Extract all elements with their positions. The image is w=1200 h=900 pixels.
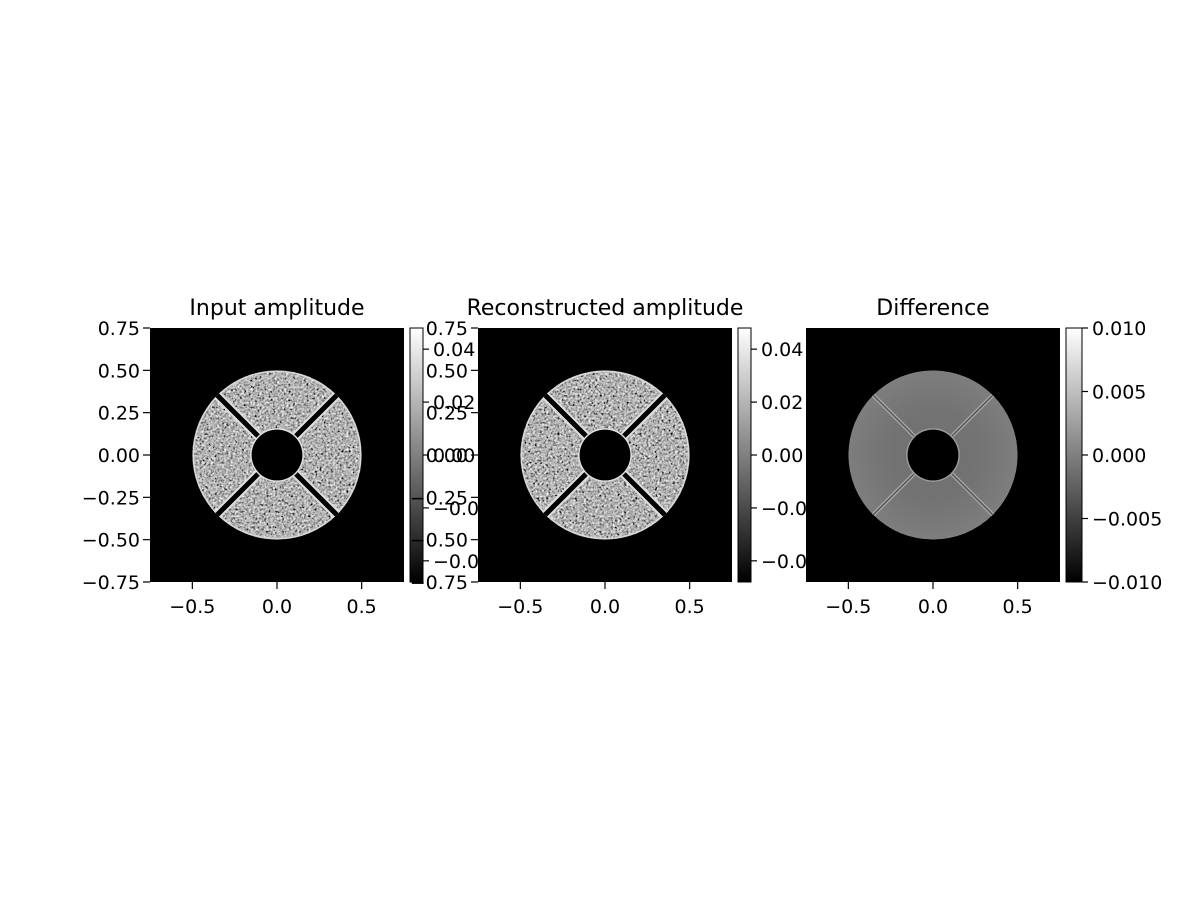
y-tick-label: 0.25	[426, 403, 468, 425]
colorbar	[737, 327, 752, 583]
colorbar-tick-label: 0.005	[1092, 382, 1146, 404]
colorbar-tick-label: −0.04	[761, 551, 819, 573]
aperture-edge	[520, 370, 690, 540]
colorbar-tick-label: 0.04	[761, 339, 803, 361]
y-tick-label: −0.50	[410, 530, 468, 552]
y-tick-label: −0.50	[82, 530, 140, 552]
x-tick-label: 0.5	[675, 596, 705, 618]
panel-1: Input amplitude−0.5 0.0 0.50.750.500.250.0…	[82, 296, 491, 618]
y-tick-label: −0.75	[82, 572, 140, 594]
colorbar-tick-label: −0.02	[761, 498, 819, 520]
x-tick-label: 0.0	[918, 596, 948, 618]
y-tick-label: 0.25	[98, 403, 140, 425]
y-tick-label: −0.25	[82, 487, 140, 509]
colorbar-tick-label: 0.02	[433, 392, 475, 414]
colorbar-tick-label: −0.04	[433, 551, 491, 573]
y-tick-label: 0.75	[98, 318, 140, 340]
central-obscuration	[907, 429, 959, 481]
x-tick-label: −0.5	[497, 596, 543, 618]
x-tick-label: 0.5	[347, 596, 377, 618]
x-tick-label: 0.5	[1003, 596, 1033, 618]
colorbar-tick-label: 0.00	[433, 445, 475, 467]
colorbar	[1065, 327, 1083, 583]
colorbar-tick-label: 0.000	[1092, 445, 1146, 467]
x-tick-label: −0.5	[825, 596, 871, 618]
colorbar-tick-label: 0.04	[433, 339, 475, 361]
panel-2: Reconstructed amplitude −0.5 0.0 0.5 0.75 0.5…	[410, 296, 819, 618]
panel-title: Reconstructed amplitude	[467, 296, 744, 321]
y-tick-label: 0.50	[98, 360, 140, 382]
colorbar-tick-label: 0.00	[761, 445, 803, 467]
central-obscuration	[579, 429, 631, 481]
x-tick-label: 0.0	[262, 596, 292, 618]
x-tick-label: −0.5	[169, 596, 215, 618]
y-tick-label: 0.75	[426, 318, 468, 340]
panel-3: Difference −0.5 0.0 0.5 0.010 0.005 0.000 −0.00…	[806, 296, 1162, 618]
colorbar-tick-label: −0.02	[433, 498, 491, 520]
y-tick-label: 0.50	[426, 360, 468, 382]
panel-title: Difference	[876, 296, 989, 321]
colorbar-tick-label: −0.010	[1092, 572, 1162, 594]
y-tick-label: 0.00	[98, 445, 140, 467]
aperture-edge	[192, 370, 362, 540]
y-tick-label: −0.25	[410, 487, 468, 509]
panel-title: Input amplitude	[189, 296, 364, 321]
colorbar-tick-label: 0.010	[1092, 318, 1146, 340]
central-obscuration	[251, 429, 303, 481]
y-tick-label: 0.00	[426, 445, 468, 467]
x-tick-label: 0.0	[590, 596, 620, 618]
y-tick-label: −0.75	[410, 572, 468, 594]
colorbar-tick-label: 0.02	[761, 392, 803, 414]
colorbar-tick-label: −0.005	[1092, 509, 1162, 531]
